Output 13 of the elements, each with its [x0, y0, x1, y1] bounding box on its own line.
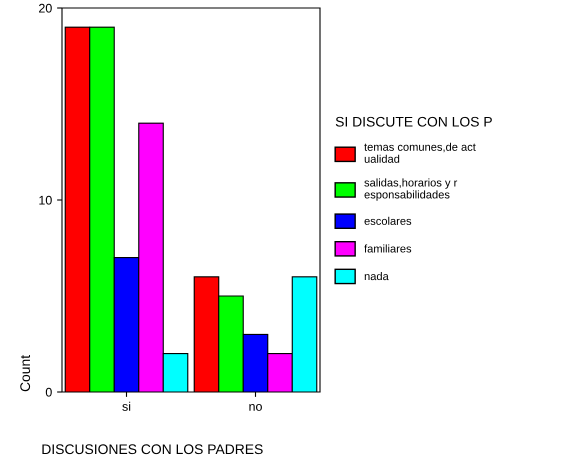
- legend-label: salidas,horarios y r esponsabilidades: [364, 178, 458, 201]
- y-tick-label: 0: [46, 388, 52, 397]
- legend-label: familiares: [364, 244, 412, 253]
- legend-label: escolares: [364, 216, 412, 225]
- legend-label: temas comunes,de act ualidad: [364, 142, 476, 163]
- y-tick-label: 10: [39, 196, 52, 205]
- x-axis-title: DISCUSIONES CON LOS PADRES: [42, 444, 263, 454]
- legend-label: nada: [364, 272, 389, 280]
- y-tick-label: 20: [39, 4, 52, 13]
- x-tick-label: no: [249, 404, 262, 411]
- x-tick-label: si: [122, 402, 130, 411]
- y-axis-title: Count: [20, 355, 30, 392]
- legend-title: SI DISCUTE CON LOS P: [336, 116, 492, 127]
